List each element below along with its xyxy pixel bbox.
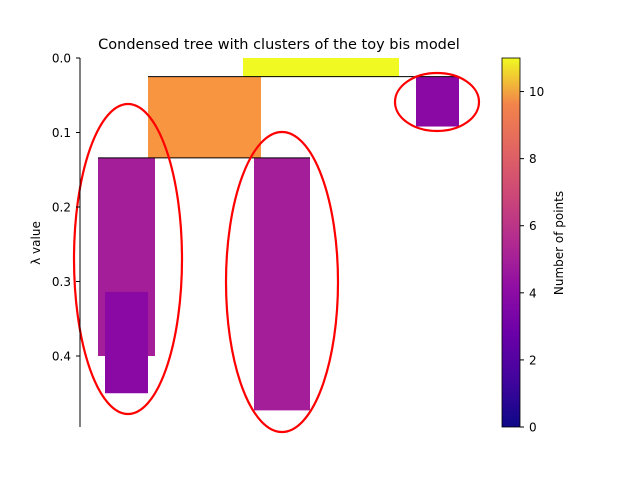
colorbar-ticks: 0 2 4 6 8 10	[520, 85, 544, 435]
y-tick-label: 0.2	[52, 201, 71, 215]
colorbar-tick-label: 6	[529, 219, 537, 233]
selected-clusters	[72, 71, 481, 434]
y-tick-label: 0.4	[52, 350, 71, 364]
y-tick-label: 0.3	[52, 275, 71, 289]
tree-node-leaf-middle	[254, 157, 310, 411]
selection-ellipse-leaf-middle	[224, 130, 340, 434]
colorbar	[501, 57, 521, 428]
tree-node-leaf-left-inner	[105, 291, 148, 394]
colorbar-label: Number of points	[552, 191, 566, 295]
tree-node-leaf-right	[416, 76, 459, 127]
selection-ellipse-leaf-right	[393, 71, 481, 133]
selection-ellipse-leaf-left	[72, 102, 184, 416]
y-axis-ticks: 0.0 0.1 0.2 0.3 0.4	[52, 52, 80, 364]
chart-title: Condensed tree with clusters of the toy …	[98, 37, 460, 53]
tree-node-branch-left	[148, 76, 261, 158]
colorbar-tick-label: 2	[529, 353, 537, 367]
tree-links	[98, 76, 459, 159]
y-tick-label: 0.1	[52, 126, 71, 140]
colorbar-tick-label: 8	[529, 152, 537, 166]
y-axis-label: λ value	[29, 221, 43, 265]
tree-bars	[98, 58, 459, 411]
colorbar-tick-label: 0	[529, 421, 537, 435]
tree-node-root	[243, 58, 399, 77]
colorbar-tick-label: 10	[529, 85, 544, 99]
colorbar-tick-label: 4	[529, 286, 537, 300]
y-tick-label: 0.0	[52, 52, 71, 66]
